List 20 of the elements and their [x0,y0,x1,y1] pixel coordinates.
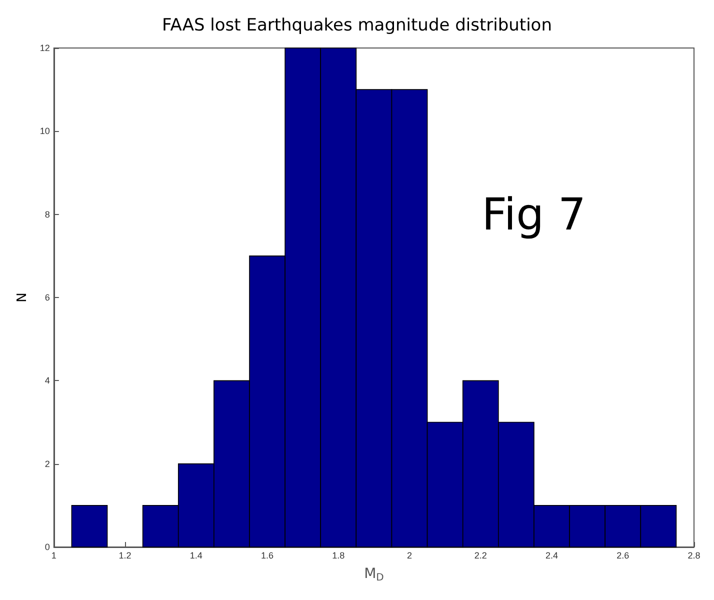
chart-title: FAAS lost Earthquakes magnitude distribution [162,16,552,36]
annotation: Fig 7 [482,190,586,240]
y-tick-label: 4 [44,376,50,386]
y-tick-label: 0 [44,542,50,552]
y-tick-label: 10 [40,126,50,136]
x-tick-label: 1 [51,550,56,560]
x-tick-label: 2.4 [546,550,558,560]
x-tick-label: 1.4 [190,550,202,560]
y-tick-label: 6 [44,292,50,302]
x-tick-label: 1.8 [332,550,345,560]
y-tick-label: 8 [44,209,50,220]
y-axis-title: N [15,292,30,302]
x-tick-label: 2 [407,550,412,560]
x-tick-label: 1.6 [261,550,274,560]
x-tick-label: 1.2 [118,550,132,560]
x-tick-label: 2.6 [616,550,630,560]
x-tick-label: 2.2 [474,550,487,560]
y-tick-label: 12 [40,43,50,53]
x-tick-label: 2.8 [688,550,700,560]
y-tick-label: 2 [44,458,50,469]
